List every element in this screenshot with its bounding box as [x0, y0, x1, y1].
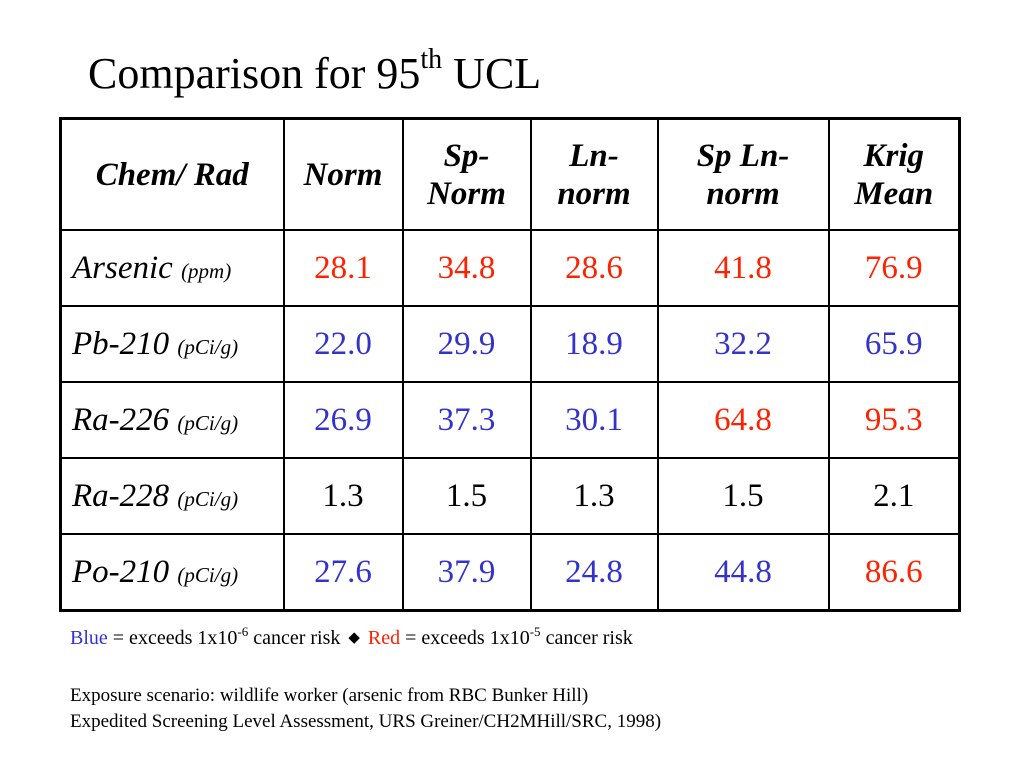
legend-red-exponent: -5 [529, 624, 541, 639]
table-cell: 1.3 [282, 457, 404, 535]
column-header-line: Chem/ Rad [95, 156, 249, 193]
row-unit: (ppm) [181, 258, 232, 283]
legend-blue-text: = exceeds 1x10 [107, 627, 238, 649]
source-note: Expedited Screening Level Assessment, UR… [70, 711, 662, 732]
table-cell: 86.6 [827, 533, 961, 612]
table-cell: 24.8 [529, 533, 659, 612]
table-cell: 28.1 [282, 229, 404, 307]
column-header-line: norm [557, 175, 631, 212]
row-unit: (pCi/g) [177, 486, 239, 511]
table-cell: 1.5 [656, 457, 830, 535]
table-cell: 37.9 [401, 533, 532, 612]
row-label: Pb-210 (pCi/g) [59, 305, 285, 383]
column-header-line: Ln- [569, 137, 619, 174]
table-cell: 65.9 [827, 305, 961, 383]
row-unit: (pCi/g) [177, 334, 239, 359]
table-cell: 64.8 [656, 381, 830, 459]
table-row: Pb-210 (pCi/g) 22.0 29.9 18.9 32.2 65.9 [59, 305, 961, 383]
table-cell: 95.3 [827, 381, 961, 459]
row-chemical-name: Pb-210 [72, 325, 170, 362]
table-body: Arsenic (ppm) 28.1 34.8 28.6 41.8 76.9 Pb-210 … [59, 229, 961, 612]
color-legend: Blue = exceeds 1x10-6 cancer risk ◆ Red … [70, 625, 633, 651]
legend-red-text: = exceeds 1x10 [400, 627, 530, 649]
row-label: Ra-226 (pCi/g) [59, 381, 285, 459]
table-cell: 1.3 [529, 457, 659, 535]
legend-blue-word: Blue [70, 627, 108, 649]
row-chemical-name: Ra-226 [72, 401, 170, 438]
page-title: Comparison for 95th UCL [88, 42, 541, 106]
table-cell: 27.6 [282, 533, 404, 612]
table-row: Ra-228 (pCi/g) 1.3 1.5 1.3 1.5 2.1 [59, 457, 961, 535]
table-row: Arsenic (ppm) 28.1 34.8 28.6 41.8 76.9 [59, 229, 961, 307]
table-cell: 34.8 [401, 229, 532, 307]
column-header-line: Mean [854, 175, 934, 212]
header-ln-norm: Ln-norm [529, 117, 659, 231]
header-sp-ln-norm: Sp Ln-norm [656, 117, 830, 231]
column-header-line: Norm [303, 156, 383, 193]
header-norm: Norm [282, 117, 404, 231]
legend-blue-exponent: -6 [237, 624, 249, 639]
table-cell: 41.8 [656, 229, 830, 307]
exposure-note: Exposure scenario: wildlife worker (arse… [70, 685, 589, 706]
header-chem-rad: Chem/ Rad [59, 117, 285, 231]
table-cell: 44.8 [656, 533, 830, 612]
table-row: Po-210 (pCi/g) 27.6 37.9 24.8 44.8 86.6 [59, 533, 961, 612]
row-label: Arsenic (ppm) [59, 229, 285, 307]
diamond-bullet-icon: ◆ [348, 630, 360, 646]
legend-blue-suffix: cancer risk [248, 627, 341, 649]
column-header-line: norm [706, 175, 780, 212]
table-cell: 76.9 [827, 229, 961, 307]
row-chemical-name: Arsenic [72, 249, 173, 286]
row-chemical-name: Po-210 [72, 553, 170, 590]
ucl-comparison-table: Chem/ Rad Norm Sp- Norm Ln-norm Sp Ln-norm Kri… [59, 117, 961, 612]
table-header-row: Chem/ Rad Norm Sp- Norm Ln-norm Sp Ln-norm Kri… [59, 117, 961, 231]
table-cell: 30.1 [529, 381, 659, 459]
table-cell: 1.5 [401, 457, 532, 535]
column-header-line: Krig [863, 137, 925, 174]
table-row: Ra-226 (pCi/g) 26.9 37.3 30.1 64.8 95.3 [59, 381, 961, 459]
legend-red-suffix: cancer risk [540, 627, 633, 649]
table-cell: 22.0 [282, 305, 404, 383]
table-cell: 18.9 [529, 305, 659, 383]
title-suffix: UCL [442, 49, 542, 98]
row-unit: (pCi/g) [177, 562, 239, 587]
table-cell: 32.2 [656, 305, 830, 383]
header-krig-mean: Krig Mean [827, 117, 961, 231]
column-header-line: Sp- [443, 137, 490, 174]
table-cell: 28.6 [529, 229, 659, 307]
column-header-line: Norm [427, 175, 506, 212]
row-label: Po-210 (pCi/g) [59, 533, 285, 612]
title-superscript: th [420, 44, 443, 75]
table-cell: 29.9 [401, 305, 532, 383]
row-label: Ra-228 (pCi/g) [59, 457, 285, 535]
table-cell: 37.3 [401, 381, 532, 459]
table-cell: 2.1 [827, 457, 961, 535]
row-chemical-name: Ra-228 [72, 477, 170, 514]
column-header-line: Sp Ln- [696, 137, 790, 174]
row-unit: (pCi/g) [177, 410, 239, 435]
legend-red-word: Red [367, 627, 401, 649]
header-sp-norm: Sp- Norm [401, 117, 532, 231]
table-cell: 26.9 [282, 381, 404, 459]
title-text: Comparison for 95 [88, 49, 421, 98]
